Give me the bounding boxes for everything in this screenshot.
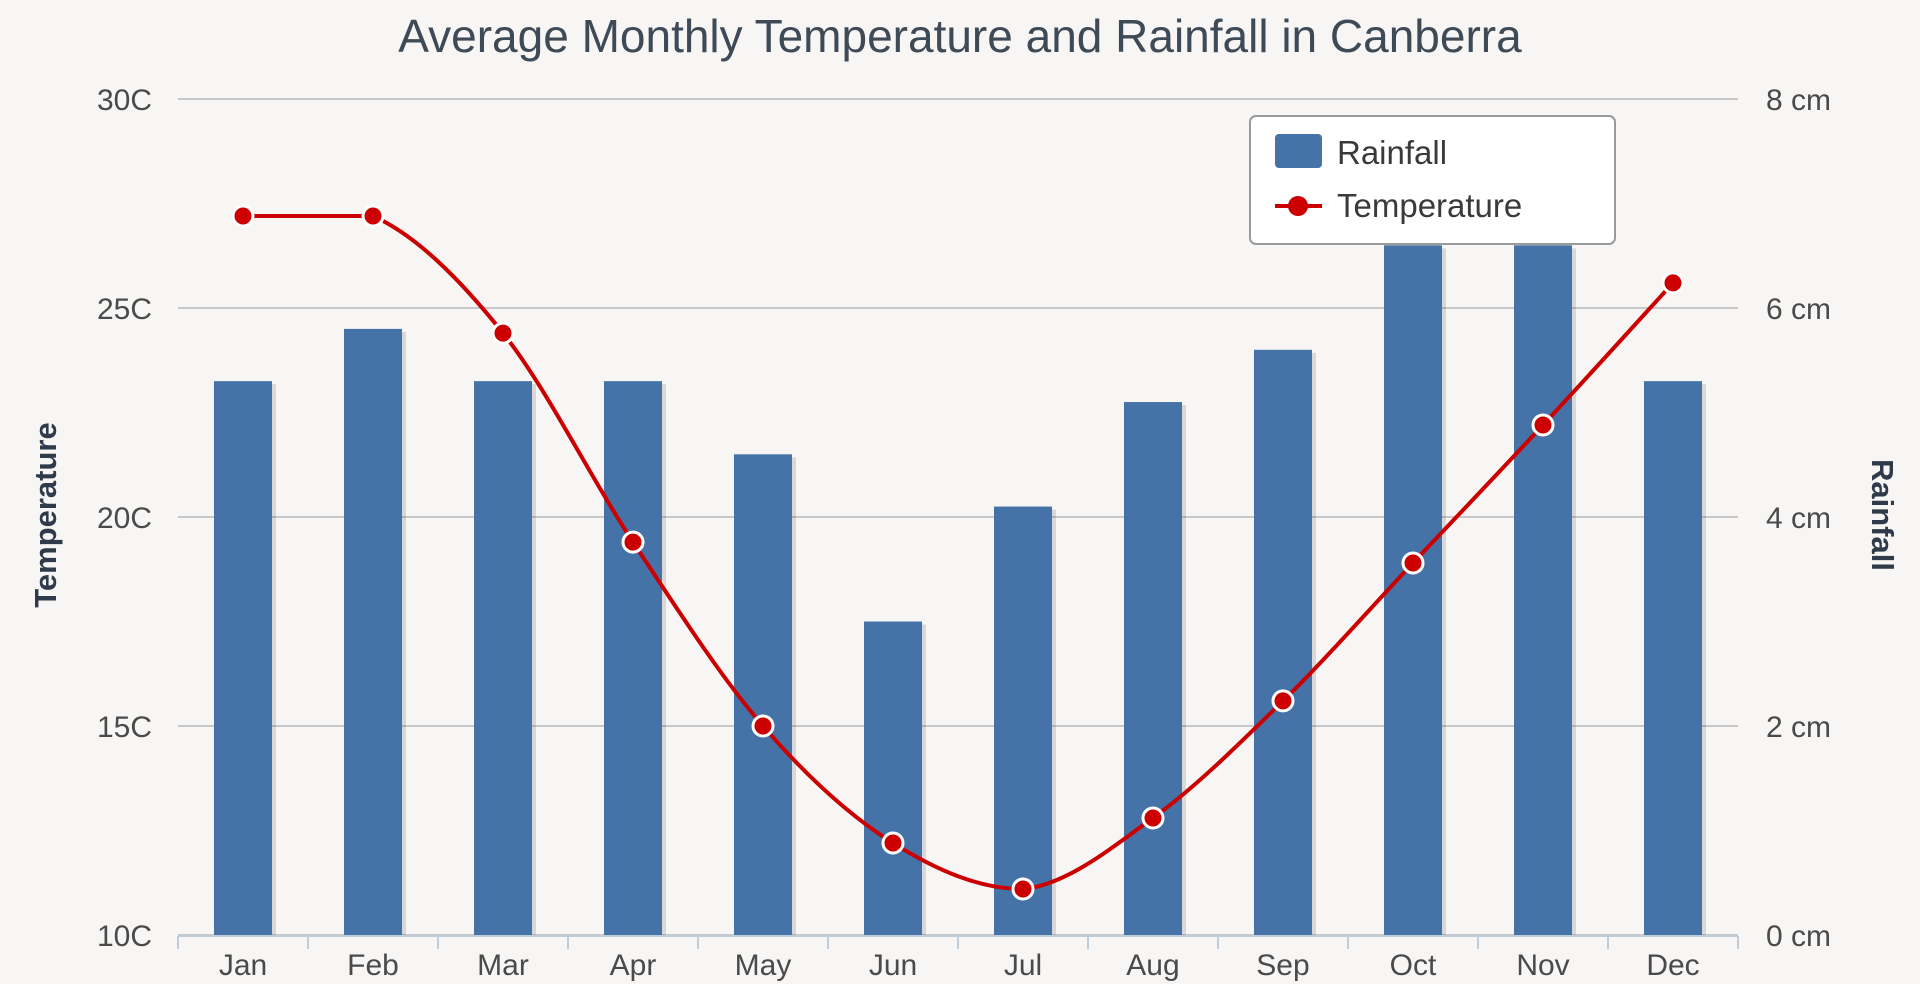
temperature-point[interactable] bbox=[1141, 806, 1165, 830]
left-tick-label: 15C bbox=[97, 711, 152, 744]
temperature-point[interactable] bbox=[361, 204, 385, 228]
legend-rainfall-swatch bbox=[1275, 134, 1322, 168]
legend-rainfall-label[interactable]: Rainfall bbox=[1337, 134, 1447, 171]
x-tick-label: Mar bbox=[477, 949, 529, 982]
right-tick-label: 4 cm bbox=[1766, 502, 1831, 535]
x-tick-label: Oct bbox=[1390, 949, 1437, 982]
rainfall-bar[interactable] bbox=[1514, 245, 1572, 936]
chart-title: Average Monthly Temperature and Rainfall… bbox=[398, 10, 1522, 62]
gridlines bbox=[177, 98, 1739, 949]
left-tick-label: 30C bbox=[97, 84, 152, 117]
temperature-point[interactable] bbox=[621, 530, 645, 554]
rainfall-bar[interactable] bbox=[1384, 245, 1442, 936]
temperature-line-path bbox=[242, 214, 1675, 892]
temperature-point[interactable] bbox=[881, 831, 905, 855]
left-axis-ticks: 10C 15C 20C 25C 30C bbox=[97, 84, 152, 953]
temperature-point[interactable] bbox=[491, 321, 515, 345]
x-tick-label: Dec bbox=[1646, 949, 1699, 982]
rainfall-bar[interactable] bbox=[1124, 402, 1182, 935]
x-tick-label: Sep bbox=[1256, 949, 1309, 982]
legend-temperature-label[interactable]: Temperature bbox=[1337, 187, 1522, 224]
x-axis-labels: Jan Feb Mar Apr May Jun Jul Aug Sep Oct Nov Dec bbox=[219, 949, 1700, 982]
rainfall-bar[interactable] bbox=[604, 381, 662, 935]
rainfall-bar[interactable] bbox=[344, 328, 402, 935]
rainfall-bar[interactable] bbox=[734, 454, 792, 935]
right-axis-ticks: 0 cm 2 cm 4 cm 6 cm 8 cm bbox=[1766, 84, 1831, 953]
legend-box bbox=[1249, 115, 1616, 245]
left-tick-label: 20C bbox=[97, 502, 152, 535]
right-axis-title: Rainfall bbox=[1865, 459, 1900, 571]
x-tick-label: Jun bbox=[869, 949, 917, 982]
left-tick-label: 25C bbox=[97, 293, 152, 326]
legend-temperature-marker bbox=[1288, 196, 1308, 216]
x-tick-label: May bbox=[735, 949, 792, 982]
x-tick-label: Jul bbox=[1004, 949, 1042, 982]
x-tick-label: Apr bbox=[610, 949, 657, 982]
right-tick-label: 2 cm bbox=[1766, 711, 1831, 744]
temperature-point[interactable] bbox=[231, 204, 255, 228]
left-tick-label: 10C bbox=[97, 920, 152, 953]
temperature-point[interactable] bbox=[1531, 413, 1555, 437]
temperature-line bbox=[231, 204, 1685, 901]
rainfall-bar[interactable] bbox=[474, 381, 532, 935]
rainfall-bar[interactable] bbox=[864, 621, 922, 936]
rainfall-bars bbox=[214, 245, 1706, 936]
rainfall-bar[interactable] bbox=[1644, 381, 1702, 935]
rainfall-bar[interactable] bbox=[1254, 349, 1312, 935]
right-tick-label: 6 cm bbox=[1766, 293, 1831, 326]
temperature-point[interactable] bbox=[751, 714, 775, 738]
temperature-point[interactable] bbox=[1011, 877, 1035, 901]
rainfall-bar[interactable] bbox=[994, 506, 1052, 935]
legend[interactable]: Rainfall Temperature bbox=[1249, 115, 1616, 245]
temperature-point[interactable] bbox=[1271, 689, 1295, 713]
left-axis-title: Temperature bbox=[28, 422, 63, 608]
x-tick-label: Feb bbox=[347, 949, 399, 982]
temperature-point[interactable] bbox=[1401, 551, 1425, 575]
x-tick-label: Aug bbox=[1126, 949, 1179, 982]
right-tick-label: 0 cm bbox=[1766, 920, 1831, 953]
right-tick-label: 8 cm bbox=[1766, 84, 1831, 117]
x-tick-label: Jan bbox=[219, 949, 267, 982]
rainfall-bar[interactable] bbox=[214, 381, 272, 935]
x-tick-label: Nov bbox=[1516, 949, 1569, 982]
temperature-point[interactable] bbox=[1661, 271, 1685, 295]
